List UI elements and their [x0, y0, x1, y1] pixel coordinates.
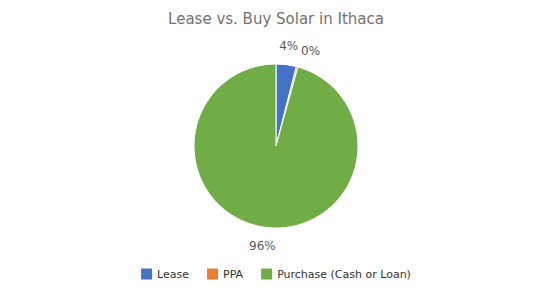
legend-swatch [261, 269, 272, 280]
data-label: 4% [279, 39, 298, 53]
data-label: 96% [249, 239, 276, 253]
pie [194, 64, 358, 228]
pie-slice [194, 64, 358, 228]
legend: Lease PPA Purchase (Cash or Loan) [141, 268, 411, 281]
legend-label: PPA [223, 268, 244, 281]
data-label: 0% [301, 44, 320, 58]
title: Lease vs. Buy Solar in Ithaca [168, 10, 384, 28]
legend-label: Purchase (Cash or Loan) [277, 268, 411, 281]
chart: Lease vs. Buy Solar in Ithaca 4%0% 96% Leas… [0, 0, 552, 288]
legend-label: Lease [157, 268, 189, 281]
legend-swatch [141, 269, 152, 280]
legend-swatch [207, 269, 218, 280]
